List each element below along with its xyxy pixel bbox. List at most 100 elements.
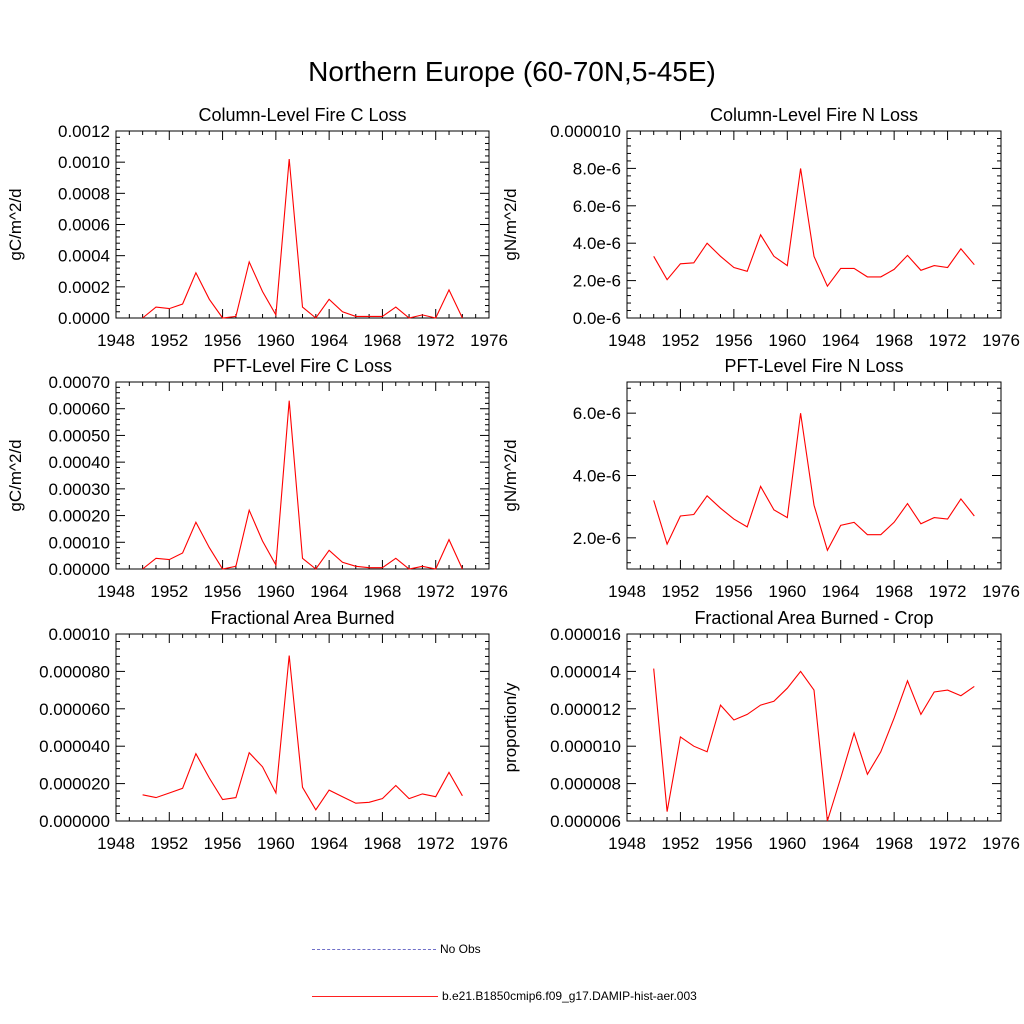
plot-frame	[115, 381, 490, 570]
y-tick-label: 0.000010	[550, 122, 621, 141]
x-tick-label: 1968	[364, 331, 402, 350]
chart-panel-5: Fractional Area Burned 1948 1952 1956 1960 19…	[39, 608, 508, 853]
y-tick-label: 0.0010	[58, 153, 110, 172]
y-tick-label: 0.00060	[49, 400, 110, 419]
x-tick-label: 1960	[768, 582, 806, 601]
plot-frame	[115, 130, 490, 319]
y-tick-label: 0.0006	[58, 216, 110, 235]
y-tick-label: 0.000060	[39, 700, 110, 719]
x-tick-label: 1976	[470, 834, 508, 853]
y-tick-label: 4.0e-6	[573, 467, 621, 486]
x-tick-label: 1964	[822, 331, 860, 350]
y-tick-label: 0.00010	[49, 533, 110, 552]
legend-item-model: b.e21.B1850cmip6.f09_g17.DAMIP-hist-aer.…	[312, 989, 697, 1003]
x-tick-label: 1972	[929, 331, 967, 350]
y-tick-label: 2.0e-6	[573, 529, 621, 548]
y-axis-label: gC/m^2/d	[6, 188, 25, 260]
y-tick-label: 0.000006	[550, 812, 621, 831]
x-tick-label: 1952	[150, 582, 188, 601]
y-tick-label: 0.0004	[58, 247, 110, 266]
y-tick-label: 0.00010	[49, 625, 110, 644]
x-tick-label: 1956	[204, 582, 242, 601]
y-tick-label: 0.00000	[49, 560, 110, 579]
x-tick-label: 1948	[608, 331, 646, 350]
x-tick-label: 1948	[608, 834, 646, 853]
series-line	[142, 400, 463, 570]
y-tick-label: 0.0e-6	[573, 309, 621, 328]
x-tick-label: 1956	[715, 834, 753, 853]
x-tick-label: 1976	[982, 834, 1020, 853]
x-tick-label: 1976	[470, 582, 508, 601]
x-tick-label: 1972	[417, 834, 455, 853]
series-line	[653, 668, 975, 822]
y-tick-label: 6.0e-6	[573, 404, 621, 423]
legend-swatch-model	[312, 995, 438, 997]
x-tick-label: 1960	[257, 834, 295, 853]
x-tick-label: 1976	[982, 331, 1020, 350]
legend-swatch-no-obs	[312, 948, 436, 950]
x-tick-label: 1972	[417, 582, 455, 601]
plot-frame	[626, 381, 1002, 570]
x-tick-label: 1964	[822, 834, 860, 853]
x-tick-label: 1952	[150, 331, 188, 350]
chart-panel-2: Column-Level Fire N Loss 1948 1952 1956 1960…	[501, 105, 1020, 350]
series-line	[653, 168, 975, 288]
x-tick-label: 1956	[715, 582, 753, 601]
y-tick-label: 0.00030	[49, 480, 110, 499]
x-tick-label: 1948	[97, 331, 135, 350]
x-tick-label: 1968	[364, 834, 402, 853]
x-tick-label: 1972	[929, 834, 967, 853]
panel-title: Fractional Area Burned - Crop	[694, 608, 933, 628]
y-tick-label: 0.000000	[39, 812, 110, 831]
chart-panel-3: PFT-Level Fire C Loss 1948 1952 1956 1960 196…	[6, 356, 508, 601]
plot-frame	[115, 633, 490, 822]
x-tick-label: 1968	[875, 834, 913, 853]
x-tick-label: 1972	[417, 331, 455, 350]
y-tick-label: 0.000016	[550, 625, 621, 644]
legend-label-no-obs: No Obs	[440, 942, 481, 956]
chart-panel-6: Fractional Area Burned - Crop 1948 1952 195…	[501, 608, 1020, 853]
x-tick-label: 1964	[310, 331, 348, 350]
legend-item-no-obs: No Obs	[312, 942, 481, 956]
x-tick-label: 1948	[608, 582, 646, 601]
x-tick-label: 1952	[662, 834, 700, 853]
chart-panel-1: Column-Level Fire C Loss 1948 1952 1956 1960…	[6, 105, 508, 350]
y-tick-label: 0.000008	[550, 775, 621, 794]
x-tick-label: 1948	[97, 582, 135, 601]
x-tick-label: 1960	[768, 834, 806, 853]
series-line	[142, 655, 463, 811]
y-tick-label: 8.0e-6	[573, 159, 621, 178]
y-tick-label: 0.0008	[58, 184, 110, 203]
x-tick-label: 1964	[310, 834, 348, 853]
panel-title: Fractional Area Burned	[210, 608, 394, 628]
x-tick-label: 1968	[875, 582, 913, 601]
y-tick-label: 0.0000	[58, 309, 110, 328]
chart-panel-4: PFT-Level Fire N Loss 1948 1952 1956 1960 196…	[501, 356, 1020, 601]
y-tick-label: 0.000012	[550, 700, 621, 719]
series-line	[142, 158, 463, 319]
x-tick-label: 1968	[875, 331, 913, 350]
panel-title: Column-Level Fire C Loss	[198, 105, 406, 125]
plot-frame	[626, 633, 1002, 822]
x-tick-label: 1952	[662, 331, 700, 350]
y-tick-label: 0.00040	[49, 453, 110, 472]
legend-label-model: b.e21.B1850cmip6.f09_g17.DAMIP-hist-aer.…	[442, 989, 697, 1003]
x-tick-label: 1960	[257, 331, 295, 350]
y-tick-label: 0.000010	[550, 737, 621, 756]
y-tick-label: 0.000080	[39, 662, 110, 681]
x-tick-label: 1952	[150, 834, 188, 853]
y-axis-label: gN/m^2/d	[501, 439, 520, 511]
y-axis-label: gC/m^2/d	[6, 439, 25, 511]
x-tick-label: 1976	[982, 582, 1020, 601]
x-tick-label: 1964	[310, 582, 348, 601]
y-tick-label: 0.0002	[58, 278, 110, 297]
y-tick-label: 0.00050	[49, 426, 110, 445]
x-tick-label: 1956	[204, 834, 242, 853]
y-tick-label: 0.0012	[58, 122, 110, 141]
x-tick-label: 1956	[715, 331, 753, 350]
x-tick-label: 1948	[97, 834, 135, 853]
x-tick-label: 1972	[929, 582, 967, 601]
series-line	[653, 413, 975, 552]
y-tick-label: 4.0e-6	[573, 234, 621, 253]
